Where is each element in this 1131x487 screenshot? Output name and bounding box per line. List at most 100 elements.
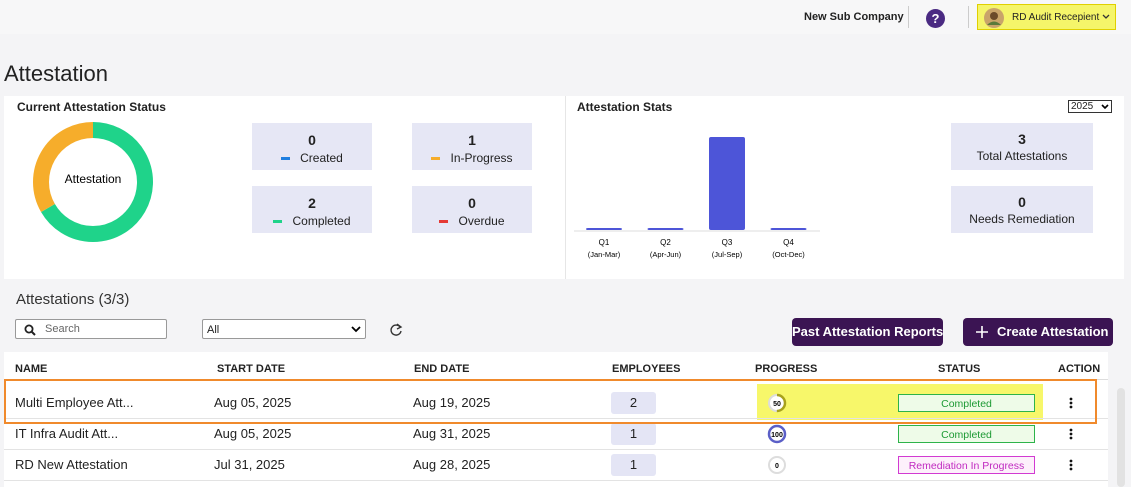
progress-arc bbox=[767, 424, 787, 444]
card-label: Needs Remediation bbox=[969, 212, 1075, 226]
create-label: Create Attestation bbox=[997, 324, 1109, 339]
name-cell: RD New Attestation bbox=[15, 457, 128, 472]
separator bbox=[908, 6, 909, 28]
legend-dash bbox=[281, 157, 291, 161]
card-label: Overdue bbox=[458, 214, 505, 228]
card-label: In-Progress bbox=[450, 151, 513, 165]
search-icon bbox=[24, 324, 36, 336]
card-value: 2 bbox=[308, 195, 316, 211]
status-title: Current Attestation Status bbox=[17, 100, 166, 114]
action-menu[interactable] bbox=[1068, 428, 1074, 440]
dot bbox=[1069, 401, 1073, 405]
card-label: Total Attestations bbox=[976, 149, 1068, 163]
stat-card: 0 Needs Remediation bbox=[951, 186, 1093, 233]
card-value: 3 bbox=[1018, 131, 1026, 147]
year: 2025 bbox=[1071, 101, 1094, 112]
row-line bbox=[4, 449, 1108, 450]
bar-chart: Q1 (Jan-Mar) Q2 (Apr-Jun) Q3 (Jul-Sep) Q4 (Oct-… bbox=[574, 137, 820, 259]
x-tick-label: Q4 bbox=[783, 238, 794, 247]
refresh-icon[interactable] bbox=[389, 323, 403, 337]
end-cell: Aug 31, 2025 bbox=[413, 426, 491, 441]
row-line bbox=[4, 480, 1108, 481]
column-header: START DATE bbox=[217, 363, 286, 375]
x-tick-label: Q1 bbox=[599, 238, 610, 247]
x-tick-sublabel: (Jul-Sep) bbox=[712, 250, 743, 259]
legend-dash bbox=[431, 157, 441, 161]
create-button[interactable]: Create Attestation bbox=[963, 318, 1113, 346]
x-tick-sublabel: (Oct-Dec) bbox=[772, 250, 805, 259]
dot bbox=[1069, 463, 1073, 467]
progress-ring: 100 bbox=[767, 424, 787, 444]
year-select[interactable]: 2025 bbox=[1068, 100, 1112, 113]
column-header: ACTION bbox=[1058, 363, 1101, 375]
progress-track bbox=[768, 456, 786, 474]
chevron bbox=[1101, 104, 1109, 110]
row-line bbox=[4, 418, 1108, 419]
row-highlight bbox=[4, 379, 1097, 424]
dot bbox=[1069, 397, 1073, 401]
end-cell: Aug 19, 2025 bbox=[413, 395, 491, 410]
column-header: NAME bbox=[15, 363, 48, 375]
status-badge: Remediation In Progress bbox=[898, 456, 1035, 474]
stats-panels bbox=[4, 96, 1124, 279]
bar bbox=[647, 228, 684, 230]
plus-icon bbox=[976, 326, 988, 338]
filter-value: All bbox=[207, 324, 220, 336]
progress-label: 50 bbox=[773, 401, 781, 408]
name-cell: Multi Employee Att... bbox=[15, 395, 134, 410]
past-reports-button[interactable]: Past Attestation Reports bbox=[792, 318, 943, 346]
status-badge: Completed bbox=[898, 425, 1035, 443]
start-cell: Aug 05, 2025 bbox=[214, 426, 292, 441]
filter-select[interactable]: All bbox=[202, 319, 366, 339]
search-placeholder: Search bbox=[45, 323, 80, 335]
card-label: Created bbox=[300, 151, 343, 165]
user-name: RD Audit Recepient bbox=[1012, 12, 1100, 23]
list-title: Attestations (3/3) bbox=[16, 291, 130, 308]
dot bbox=[1069, 428, 1073, 432]
chevron bbox=[351, 326, 361, 333]
column-header: STATUS bbox=[938, 363, 981, 375]
progress-ring: 0 bbox=[767, 455, 787, 475]
search-box[interactable]: Search bbox=[15, 319, 167, 339]
page-title: Attestation bbox=[4, 61, 108, 86]
start-cell: Aug 05, 2025 bbox=[214, 395, 292, 410]
progress-arc bbox=[767, 393, 787, 413]
column-header: PROGRESS bbox=[755, 363, 818, 375]
help-icon[interactable]: ? bbox=[926, 9, 945, 28]
avatar bbox=[984, 8, 1004, 28]
card-label: Completed bbox=[292, 214, 351, 228]
stats-title: Attestation Stats bbox=[577, 100, 673, 114]
status-card: 2 Completed bbox=[252, 186, 372, 233]
divider bbox=[565, 96, 566, 279]
donut-segment bbox=[33, 122, 94, 212]
dot bbox=[1069, 432, 1073, 436]
name-cell: IT Infra Audit Att... bbox=[15, 426, 119, 441]
user-menu[interactable]: RD Audit Recepient bbox=[977, 4, 1116, 30]
status-badge: Completed bbox=[898, 394, 1035, 412]
card-value: 0 bbox=[468, 195, 476, 211]
progress-label: 100 bbox=[771, 432, 783, 439]
top-bar bbox=[0, 0, 1131, 34]
status-card: 1 In-Progress bbox=[412, 123, 532, 170]
employees-badge: 1 bbox=[611, 454, 656, 476]
legend-dash bbox=[439, 220, 449, 224]
dot bbox=[1069, 467, 1073, 471]
legend-dash bbox=[273, 220, 283, 224]
x-tick-sublabel: (Apr-Jun) bbox=[650, 250, 682, 259]
donut-chart: Attestation bbox=[33, 122, 153, 242]
employees-badge: 2 bbox=[611, 392, 656, 414]
column-header: END DATE bbox=[414, 363, 470, 375]
dot bbox=[1069, 436, 1073, 440]
donut-label: Attestation bbox=[65, 172, 122, 186]
company[interactable]: New Sub Company bbox=[804, 11, 904, 23]
chevron bbox=[1102, 14, 1110, 19]
card-value: 1 bbox=[468, 132, 476, 148]
stat-card: 3 Total Attestations bbox=[951, 123, 1093, 170]
employees-badge: 1 bbox=[611, 423, 656, 445]
action-menu[interactable] bbox=[1068, 459, 1074, 471]
action-menu[interactable] bbox=[1068, 397, 1074, 409]
start-cell: Jul 31, 2025 bbox=[214, 457, 285, 472]
progress-ring: 50 bbox=[767, 393, 787, 413]
column-header: EMPLOYEES bbox=[612, 363, 681, 375]
